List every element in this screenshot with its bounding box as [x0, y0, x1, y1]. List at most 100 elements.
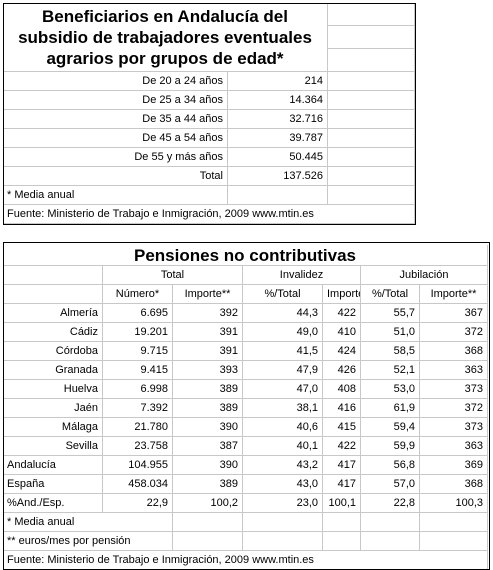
value: 58,5: [361, 342, 420, 361]
value: 22,8: [361, 494, 420, 513]
value: 372: [420, 399, 488, 418]
group-header: Jubilación: [361, 266, 488, 285]
value: 372: [420, 323, 488, 342]
beneficiaries: 137.526: [228, 167, 328, 186]
value: 6.998: [103, 380, 173, 399]
column-header: Número*: [103, 285, 173, 304]
value: 59,4: [361, 418, 420, 437]
group-header: Invalidez: [243, 266, 361, 285]
value: 59,9: [361, 437, 420, 456]
table2-title: Pensiones no contributivas: [3, 245, 488, 266]
value: 416: [323, 399, 361, 418]
source: Fuente: Ministerio de Trabajo e Inmigrac…: [3, 205, 415, 224]
value: 53,0: [361, 380, 420, 399]
empty-cell: [420, 513, 488, 532]
region: Andalucía: [3, 456, 103, 475]
empty-cell: [328, 49, 415, 72]
empty-cell: [328, 72, 415, 91]
value: 363: [420, 361, 488, 380]
column-header: Importe**: [420, 285, 488, 304]
value: 38,1: [243, 399, 323, 418]
empty-cell: [323, 513, 361, 532]
value: 410: [323, 323, 361, 342]
empty-cell: [328, 148, 415, 167]
region: Granada: [3, 361, 103, 380]
table1-title: Beneficiarios en Andalucía del subsidio d…: [3, 3, 328, 72]
empty-cell: [243, 513, 323, 532]
value: 21.780: [103, 418, 173, 437]
column-header: %/Total: [361, 285, 420, 304]
value: 23.758: [103, 437, 173, 456]
value: 387: [173, 437, 243, 456]
empty-cell: [323, 532, 361, 551]
value: 47,0: [243, 380, 323, 399]
empty-cell: [328, 91, 415, 110]
value: 389: [173, 475, 243, 494]
value: 43,0: [243, 475, 323, 494]
value: 100,2: [173, 494, 243, 513]
value: 408: [323, 380, 361, 399]
empty-cell: [173, 532, 243, 551]
empty-cell: [228, 186, 328, 205]
title-line: subsidio de trabajadores eventuales: [18, 28, 312, 47]
empty-cell: [328, 3, 415, 26]
value: 458.034: [103, 475, 173, 494]
value: 391: [173, 342, 243, 361]
age-group: De 35 a 44 años: [3, 110, 228, 129]
region: Córdoba: [3, 342, 103, 361]
value: 43,2: [243, 456, 323, 475]
empty-cell: [328, 110, 415, 129]
value: 19.201: [103, 323, 173, 342]
value: 23,0: [243, 494, 323, 513]
value: 391: [173, 323, 243, 342]
age-group: De 55 y más años: [3, 148, 228, 167]
value: 104.955: [103, 456, 173, 475]
region: España: [3, 475, 103, 494]
note: * Media anual: [3, 186, 228, 205]
value: 44,3: [243, 304, 323, 323]
value: 40,6: [243, 418, 323, 437]
value: 47,9: [243, 361, 323, 380]
empty-cell: [328, 167, 415, 186]
empty-cell: [328, 186, 415, 205]
value: 392: [173, 304, 243, 323]
value: 61,9: [361, 399, 420, 418]
value: 9.715: [103, 342, 173, 361]
value: 40,1: [243, 437, 323, 456]
value: 55,7: [361, 304, 420, 323]
empty-cell: [328, 129, 415, 148]
empty-cell: [173, 513, 243, 532]
source: Fuente: Ministerio de Trabajo e Inmigrac…: [3, 551, 488, 570]
age-group: De 45 a 54 años: [3, 129, 228, 148]
empty-cell: [361, 513, 420, 532]
region: Cádiz: [3, 323, 103, 342]
empty-cell: [3, 285, 103, 304]
empty-cell: [328, 26, 415, 49]
region: Sevilla: [3, 437, 103, 456]
beneficiaries: 50.445: [228, 148, 328, 167]
beneficiaries: 14.364: [228, 91, 328, 110]
region: %And./Esp.: [3, 494, 103, 513]
value: 389: [173, 399, 243, 418]
value: 369: [420, 456, 488, 475]
value: 422: [323, 304, 361, 323]
group-header: Total: [103, 266, 243, 285]
value: 57,0: [361, 475, 420, 494]
value: 7.392: [103, 399, 173, 418]
note: * Media anual: [3, 513, 173, 532]
value: 389: [173, 380, 243, 399]
title-line: Beneficiarios en Andalucía del: [42, 7, 288, 26]
empty-cell: [361, 532, 420, 551]
value: 363: [420, 437, 488, 456]
value: 368: [420, 342, 488, 361]
beneficiaries: 214: [228, 72, 328, 91]
value: 49,0: [243, 323, 323, 342]
value: 56,8: [361, 456, 420, 475]
column-header: Importe**: [173, 285, 243, 304]
column-header: Importe**: [323, 285, 361, 304]
beneficiaries: 39.787: [228, 129, 328, 148]
value: 100,1: [323, 494, 361, 513]
value: 424: [323, 342, 361, 361]
age-group: Total: [3, 167, 228, 186]
